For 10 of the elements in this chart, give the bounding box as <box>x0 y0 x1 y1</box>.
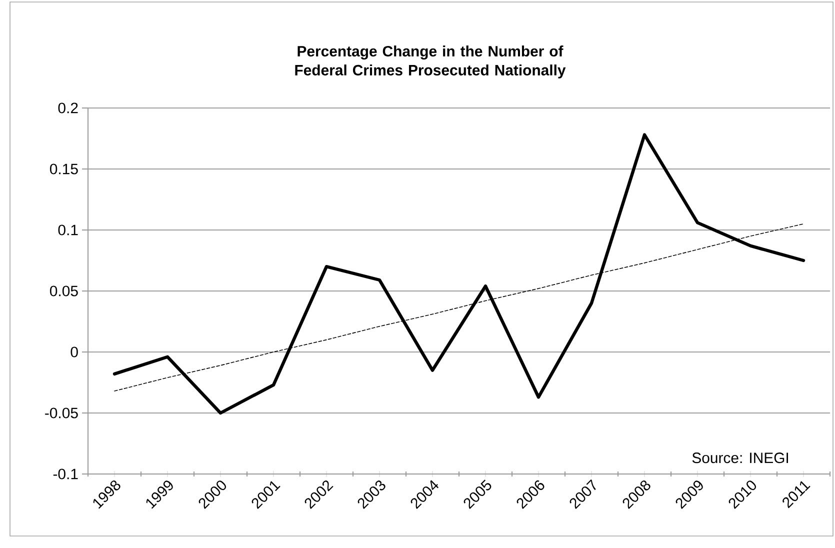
y-tick-label: 0 <box>70 346 78 358</box>
annotation: Source: INEGI <box>692 452 788 464</box>
y-tick-label: -0.05 <box>45 408 78 418</box>
y-tick-label: 0.05 <box>50 286 78 296</box>
y-tick-label: 0.2 <box>58 102 78 114</box>
y-tick-label: -0.1 <box>53 468 78 480</box>
line-series <box>112 133 806 415</box>
y-tick-label: 0.15 <box>50 164 78 174</box>
chart-title: Percentage Change in the Number of Federal Crimes Prosecuted Nationally <box>295 46 566 78</box>
y-tick-label: 0.1 <box>58 224 78 236</box>
